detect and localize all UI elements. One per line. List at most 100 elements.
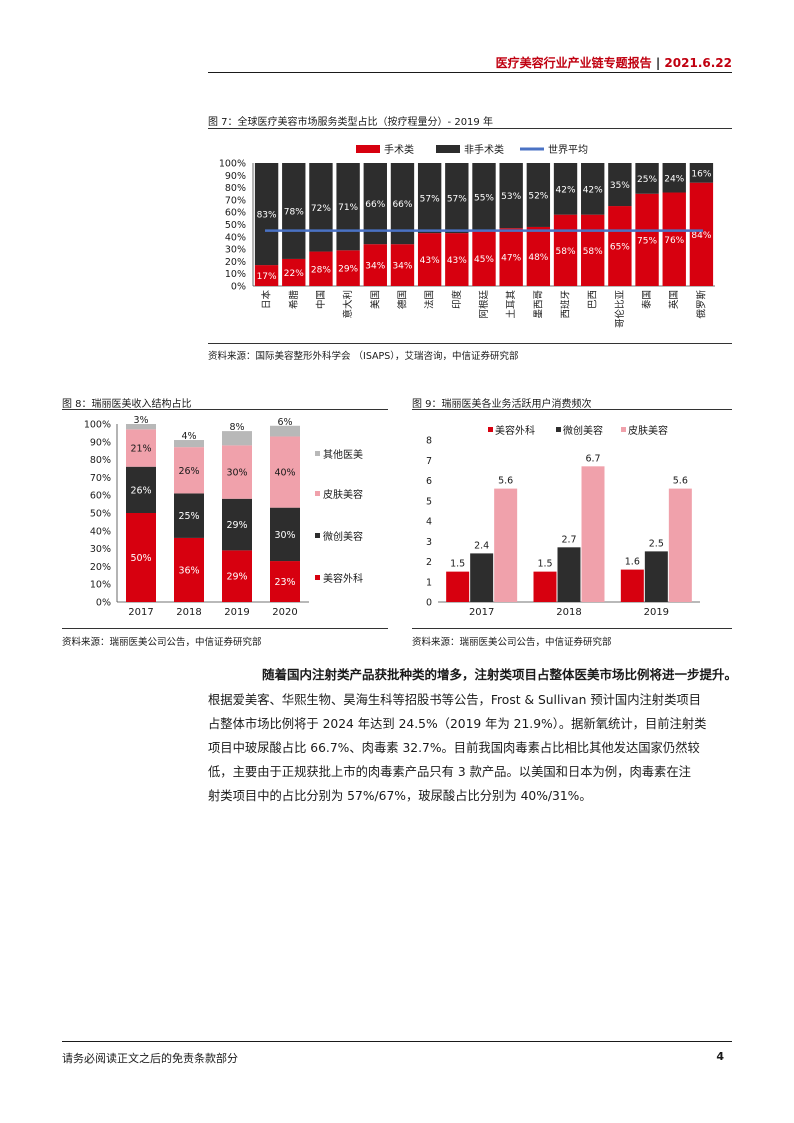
x-tick-label: 2017 xyxy=(469,607,494,618)
bar-segment xyxy=(222,431,252,446)
y-tick-label: 100% xyxy=(219,159,246,170)
bar-segment xyxy=(445,163,469,234)
y-tick-label: 7 xyxy=(426,456,432,467)
data-label: 65% xyxy=(610,243,630,253)
data-label: 16% xyxy=(691,169,711,179)
data-label: 72% xyxy=(311,204,331,214)
bar-segment xyxy=(472,230,496,286)
x-tick-label: 印度 xyxy=(451,290,463,310)
data-label: 24% xyxy=(664,174,684,184)
bar-segment xyxy=(472,163,496,231)
legend-label: 微创美容 xyxy=(563,424,603,437)
data-label: 66% xyxy=(392,200,412,210)
y-tick-label: 70% xyxy=(90,473,111,484)
bar-segment xyxy=(417,163,442,234)
x-tick-label: 2019 xyxy=(224,607,249,618)
data-label: 52% xyxy=(528,191,548,201)
x-tick-label: 美国 xyxy=(369,290,381,309)
data-label: 25% xyxy=(178,511,199,522)
y-tick-label: 3 xyxy=(426,537,432,548)
paragraph-line: 根据爱美客、华熙生物、昊海生科等招股书等公告，Frost & Sullivan … xyxy=(208,693,701,707)
bar-segment xyxy=(126,466,156,513)
data-label: 78% xyxy=(284,207,304,217)
data-label: 42% xyxy=(556,185,576,195)
x-tick-label: 阿根廷 xyxy=(478,290,490,319)
x-tick-label: 德国 xyxy=(396,290,408,309)
bar-segment xyxy=(270,425,300,437)
data-label: 40% xyxy=(274,468,295,479)
x-tick-label: 2018 xyxy=(556,607,581,618)
bar-segment xyxy=(222,550,252,602)
x-tick-label: 2019 xyxy=(644,607,669,618)
legend-label: 美容外科 xyxy=(323,572,363,585)
data-label: 71% xyxy=(338,203,358,213)
y-tick-label: 20% xyxy=(90,562,111,573)
header-separator: | xyxy=(655,56,661,70)
figure8-source-rule xyxy=(62,628,388,629)
data-label: 5.6 xyxy=(673,476,688,487)
data-label: 2.7 xyxy=(561,534,576,545)
x-tick-label: 2018 xyxy=(176,607,201,618)
figure9-caption: 图 9：瑞丽医美各业务活跃用户消费频次 xyxy=(412,399,592,410)
data-label: 17% xyxy=(257,272,277,282)
legend-swatch xyxy=(488,427,493,432)
data-label: 30% xyxy=(226,468,247,479)
y-tick-label: 80% xyxy=(225,183,246,194)
legend-label: 微创美容 xyxy=(323,530,363,543)
bar-segment xyxy=(126,513,156,602)
data-label: 75% xyxy=(637,236,657,246)
data-label: 29% xyxy=(226,572,247,583)
data-label: 35% xyxy=(610,181,630,191)
data-label: 57% xyxy=(447,195,467,205)
bar-segment xyxy=(282,258,306,286)
figure9-chart: 美容外科 微创美容 皮肤美容 0 1 2 3 4 5 6 7 8 1.5 2.4 5.6 2017 1.5 2.7… xyxy=(426,424,700,618)
figure7-chart: 手术类 非手术类 世界平均 0% 10%20%30% 40%50%60% 70%80%90%… xyxy=(219,143,715,328)
bar xyxy=(644,551,668,602)
bar-segment xyxy=(126,429,156,467)
bar-segment xyxy=(662,163,686,193)
bar-segment xyxy=(126,424,156,430)
y-tick-label: 0% xyxy=(96,598,111,609)
y-tick-label: 0% xyxy=(231,282,246,293)
bar-segment xyxy=(336,163,360,251)
x-tick-label: 日本 xyxy=(261,290,273,310)
y-tick-label: 60% xyxy=(90,491,111,502)
bar xyxy=(446,571,470,602)
legend-swatch xyxy=(315,491,320,496)
data-label: 53% xyxy=(501,192,521,202)
y-tick-label: 6 xyxy=(426,476,432,487)
x-tick-label: 俄罗斯 xyxy=(695,290,707,319)
bar-segment xyxy=(553,214,578,286)
bar-segment xyxy=(526,163,551,227)
paragraph-body: 根据爱美客、华熙生物、昊海生科等招股书等公告，Frost & Sullivan … xyxy=(208,688,733,808)
y-tick-label: 2 xyxy=(426,557,432,568)
data-label: 34% xyxy=(392,262,412,272)
figure7-caption: 图 7：全球医疗美容市场服务类型占比（按疗程量分）- 2019 年 xyxy=(208,117,493,128)
legend-swatch xyxy=(315,533,320,538)
data-label: 2.4 xyxy=(474,540,489,551)
data-label: 50% xyxy=(130,553,151,564)
bar-segment xyxy=(282,163,306,259)
bar-segment xyxy=(254,265,279,286)
y-tick-label: 1 xyxy=(426,577,432,588)
bar-segment xyxy=(270,507,300,562)
data-label: 6.7 xyxy=(585,453,600,464)
data-label: 58% xyxy=(583,247,603,257)
bar-segment xyxy=(336,250,360,286)
bar-segment xyxy=(222,498,252,551)
bar-segment xyxy=(526,226,551,286)
legend-label: 皮肤美容 xyxy=(323,488,363,501)
figure8-caption: 图 8：瑞丽医美收入结构占比 xyxy=(62,399,192,410)
x-tick-label: 意大利 xyxy=(342,290,354,319)
bar-segment xyxy=(581,163,605,215)
report-header: 医疗美容行业产业链专题报告 | 2021.6.22 xyxy=(496,54,732,71)
legend-label: 其他医美 xyxy=(323,448,363,461)
x-tick-label: 2017 xyxy=(128,607,153,618)
data-label: 43% xyxy=(447,256,467,266)
x-tick-label: 泰国 xyxy=(641,290,653,309)
data-label: 83% xyxy=(257,211,277,221)
data-label: 57% xyxy=(420,195,440,205)
bar-segment xyxy=(662,192,686,286)
y-tick-label: 0 xyxy=(426,598,432,609)
bar xyxy=(494,488,518,602)
